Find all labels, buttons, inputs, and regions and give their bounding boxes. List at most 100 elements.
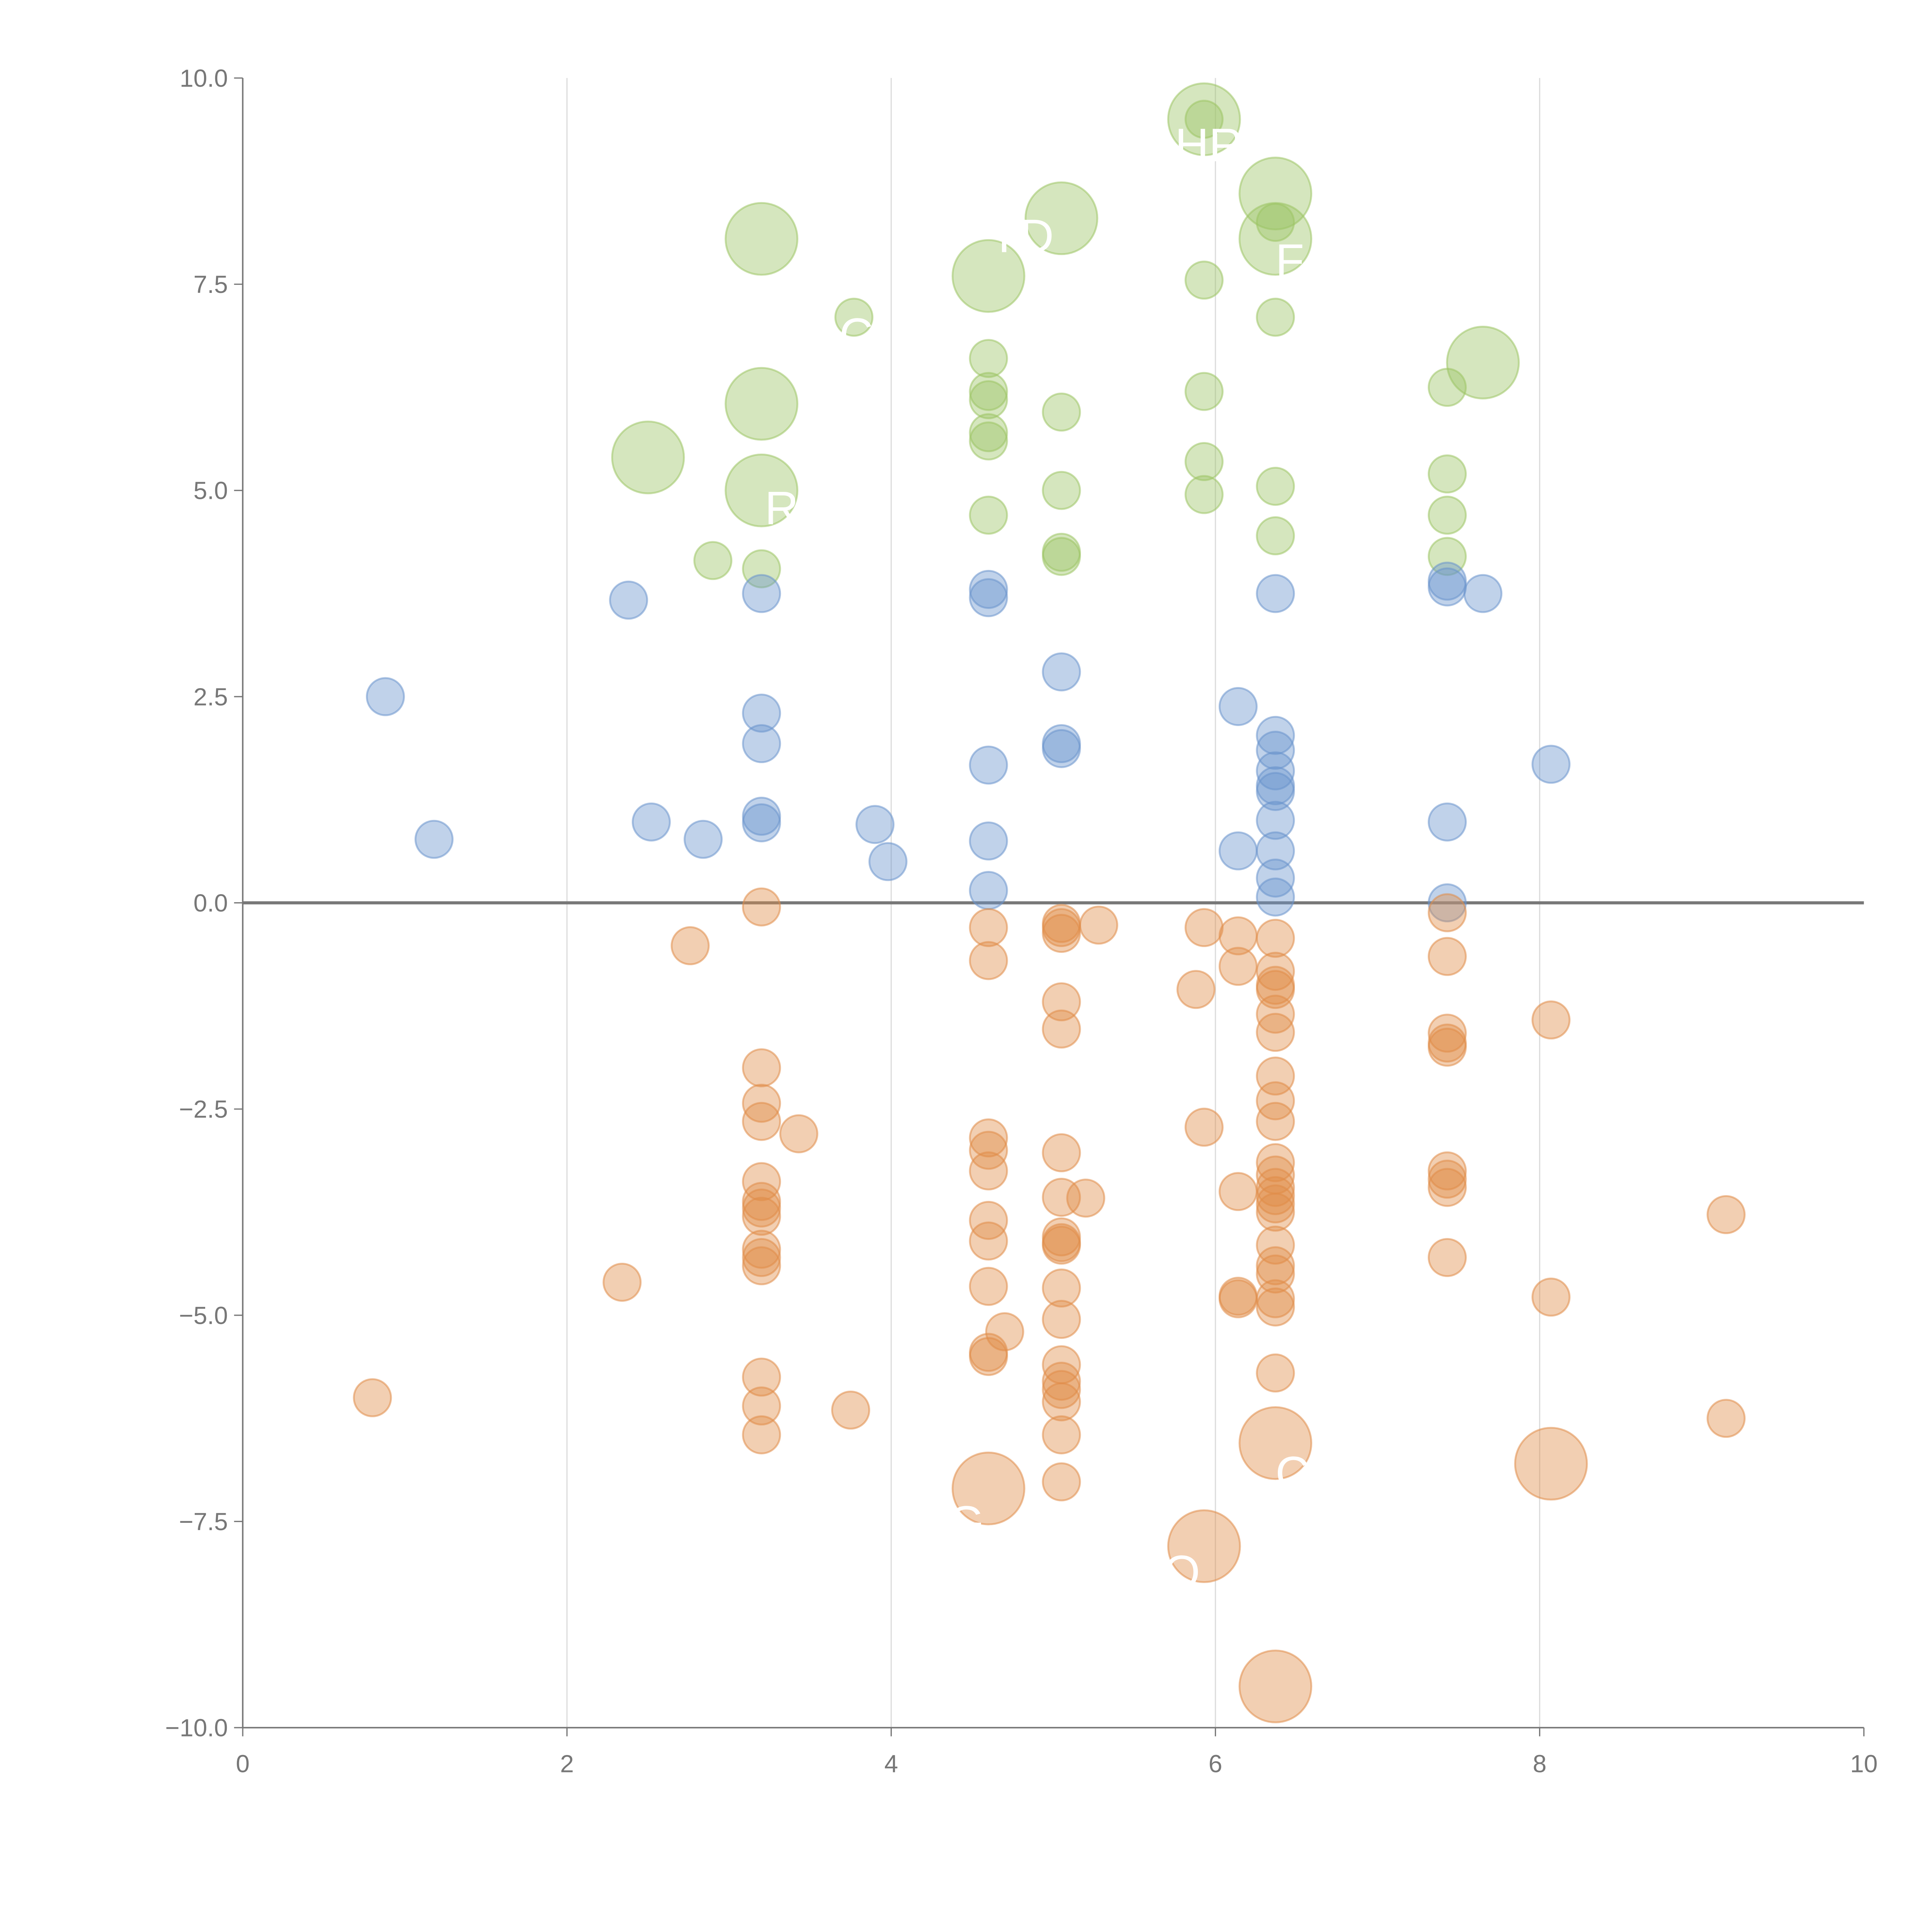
data-point-low — [1238, 1650, 1313, 1723]
data-point-mid — [1427, 802, 1467, 842]
data-point-low — [742, 1197, 781, 1236]
data-point-low — [1427, 1014, 1467, 1053]
data-point-low — [1531, 1000, 1571, 1040]
data-point-low — [742, 1386, 781, 1426]
data-point-mid — [1531, 745, 1571, 784]
data-point-low — [1042, 1133, 1081, 1172]
data-point-low — [1256, 1225, 1295, 1265]
y-tick-label: −2.5 — [179, 1095, 228, 1123]
data-point-low — [1184, 908, 1224, 947]
data-point-low — [1218, 1172, 1258, 1211]
data-point-high — [724, 453, 799, 527]
data-point-low — [1256, 1013, 1295, 1052]
data-point-low — [1042, 1370, 1081, 1409]
data-point-high — [1184, 100, 1224, 139]
point-label: C — [839, 309, 873, 361]
data-point-mid — [742, 574, 781, 613]
data-point-low — [1427, 1168, 1467, 1207]
data-point-mid — [1256, 801, 1295, 840]
data-point-low — [1256, 1176, 1295, 1215]
data-point-mid — [742, 803, 781, 842]
data-point-low — [1427, 1151, 1467, 1190]
data-point-low — [1176, 970, 1216, 1009]
data-point-high — [1024, 181, 1099, 255]
data-point-low — [742, 887, 781, 927]
data-point-low — [969, 1201, 1008, 1240]
data-point-high — [834, 298, 874, 337]
data-point-mid — [742, 694, 781, 733]
data-point-low — [742, 1415, 781, 1454]
data-point-high — [693, 541, 733, 580]
data-point-low — [1218, 1279, 1258, 1318]
data-point-low — [742, 1102, 781, 1141]
data-point-low — [969, 1267, 1008, 1306]
data-point-low — [969, 1131, 1008, 1170]
data-point-low — [1256, 1279, 1295, 1318]
data-point-low — [1042, 914, 1081, 953]
data-point-mid — [1256, 878, 1295, 917]
y-tick-label: 7.5 — [194, 270, 228, 298]
data-point-mid — [1256, 716, 1295, 755]
data-point-low — [969, 941, 1008, 980]
data-point-high — [1238, 156, 1313, 231]
data-point-low — [1042, 1462, 1081, 1502]
data-point-low — [1256, 1081, 1295, 1121]
data-point-low — [1238, 1406, 1313, 1480]
data-point-low — [1427, 1027, 1467, 1067]
data-point-low — [1042, 1415, 1081, 1454]
data-point-mid — [1042, 652, 1081, 692]
data-point-high — [1427, 495, 1467, 535]
x-tick-label: 4 — [884, 1750, 898, 1778]
data-point-mid — [684, 820, 723, 859]
data-point-high — [969, 413, 1008, 452]
y-tick-label: −7.5 — [179, 1508, 228, 1536]
data-point-high — [969, 380, 1008, 419]
data-point-low — [1256, 1287, 1295, 1327]
data-point-mid — [1256, 831, 1295, 871]
data-point-high — [724, 202, 799, 276]
data-point-high — [1427, 454, 1467, 494]
data-point-low — [1427, 937, 1467, 976]
point-label: C — [1276, 1447, 1310, 1499]
point-label: O — [1163, 1546, 1200, 1598]
x-tick-label: 10 — [1850, 1750, 1878, 1778]
data-point-high — [969, 372, 1008, 411]
y-tick-label: −10.0 — [165, 1714, 228, 1742]
data-point-low — [1066, 1179, 1105, 1218]
axes: 0 2 4 6 8 10 −10.0 −7.5 −5.0 −2.5 0.0 2.5 5.0 7.5 10.0 — [165, 64, 1878, 1777]
data-point-low — [969, 1337, 1008, 1376]
point-label: R — [765, 482, 799, 534]
y-tick-label: 10.0 — [180, 64, 228, 92]
data-point-low — [742, 1357, 781, 1397]
point-label: HR — [1175, 119, 1243, 172]
data-point-low — [951, 1451, 1026, 1526]
data-point-low — [1706, 1195, 1746, 1234]
data-point-mid — [969, 745, 1008, 785]
data-point-low — [779, 1114, 818, 1153]
data-point-mid — [1218, 831, 1258, 871]
data-point-high — [1184, 442, 1224, 481]
data-point-low — [1256, 1353, 1295, 1393]
x-tick-label: 2 — [560, 1750, 574, 1778]
data-point-low — [742, 1230, 781, 1269]
data-point-high — [1256, 203, 1295, 242]
data-point-mid — [855, 805, 895, 844]
data-point-low — [1256, 1192, 1295, 1232]
data-point-low — [1042, 1362, 1081, 1401]
data-point-high — [969, 495, 1008, 535]
data-point-low — [969, 908, 1008, 947]
data-point-low — [1184, 1107, 1224, 1147]
y-tick-label: 5.0 — [194, 477, 228, 505]
data-point-high — [1256, 298, 1295, 337]
point-label: YD — [988, 209, 1054, 262]
data-point-mid — [1256, 731, 1295, 770]
data-point-low — [1531, 1277, 1571, 1317]
data-point-low — [969, 1151, 1008, 1190]
data-point-mid — [1427, 883, 1467, 923]
x-tick-label: 6 — [1209, 1750, 1223, 1778]
data-point-low — [742, 1238, 781, 1277]
y-tick-label: 2.5 — [194, 683, 228, 711]
y-tick-label: −5.0 — [179, 1301, 228, 1329]
data-point-high — [611, 420, 685, 495]
